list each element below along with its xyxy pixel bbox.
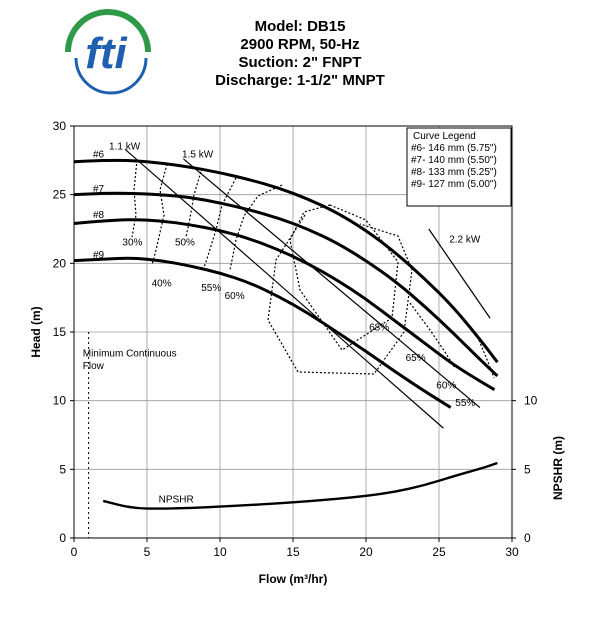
eff-contour-68	[289, 204, 399, 351]
logo-arc-blue	[74, 57, 148, 95]
efficiency-label-4: 60%	[225, 291, 245, 302]
x-axis-label: Flow (m³/hr)	[259, 572, 328, 586]
legend-box	[406, 127, 512, 207]
eff-contour-30	[131, 159, 138, 238]
x-tick-label-10: 10	[213, 545, 227, 559]
annotation-0: Minimum Continuous	[83, 349, 177, 360]
curve-impeller-7	[73, 191, 499, 378]
suction-title: Suction: 2" FNPT	[238, 54, 362, 71]
x-tick-label-0: 0	[71, 545, 78, 559]
annotation-3: 1.1 kW	[109, 141, 141, 152]
efficiency-label-6: 65%	[406, 353, 426, 364]
logo-text: fti	[85, 29, 127, 78]
y-tick-label-5: 5	[59, 462, 66, 476]
efficiency-label-7: 60%	[436, 380, 456, 391]
legend-entry-8: #8- 133 mm (5.25")	[411, 167, 497, 178]
curve-impeller-6	[73, 158, 499, 364]
y-tick-label-10: 10	[53, 394, 67, 408]
y2-ticks: 0 5 10	[512, 394, 538, 545]
x-tick-label-15: 15	[286, 545, 300, 559]
y-axis-label: Head (m)	[29, 306, 43, 357]
head-curves	[73, 158, 499, 510]
series-label-npshr: NPSHR	[159, 494, 194, 505]
legend-entry-6: #6- 146 mm (5.75")	[411, 143, 497, 154]
power-line-15kW	[183, 158, 481, 408]
curve-impeller-8	[73, 218, 496, 391]
eff-contour-60-left	[229, 184, 283, 271]
efficiency-label-0: 30%	[122, 237, 142, 248]
series-label-impeller-6: #6	[93, 150, 105, 161]
x-tick-label-20: 20	[359, 545, 373, 559]
annotation-1: Flow	[83, 361, 105, 372]
legend-entry-7: #7- 140 mm (5.50")	[411, 155, 497, 166]
y2-tick-label-0: 0	[524, 531, 531, 545]
x-tick-label-30: 30	[505, 545, 519, 559]
y-tick-label-15: 15	[53, 325, 67, 339]
y-tick-label-25: 25	[53, 188, 67, 202]
efficiency-label-1: 40%	[152, 279, 172, 290]
discharge-title: Discharge: 1-1/2" MNPT	[215, 72, 385, 89]
annotation-4: 1.5 kW	[182, 150, 214, 161]
legend-entry-9: #9- 127 mm (5.00")	[411, 179, 497, 190]
legend-title: Curve Legend	[413, 131, 476, 142]
series-label-impeller-7: #7	[93, 184, 105, 195]
title-block: Model: DB15 2900 RPM, 50-Hz Suction: 2" …	[185, 18, 415, 90]
efficiency-label-2: 50%	[175, 237, 195, 248]
series-label-impeller-9: #9	[93, 250, 105, 261]
y2-tick-label-5: 5	[524, 462, 531, 476]
speed-title: 2900 RPM, 50-Hz	[240, 36, 360, 53]
logo-arc-green	[65, 9, 151, 53]
series-label-impeller-8: #8	[93, 210, 105, 221]
eff-contour-55	[202, 177, 237, 271]
y2-axis-label: NPSHR (m)	[551, 436, 565, 500]
eff-contour-65	[267, 214, 413, 375]
efficiency-label-3: 55%	[201, 283, 221, 294]
power-line-22kW	[428, 228, 491, 319]
y-tick-label-30: 30	[53, 119, 67, 133]
efficiency-label-5: 68%	[369, 323, 389, 334]
x-ticks: 0 5 10 15 20 25 30	[71, 538, 519, 559]
y-ticks: 0 5 10 15 20 25 30	[53, 119, 74, 545]
curve-npshr	[102, 461, 498, 510]
y-tick-label-20: 20	[53, 256, 67, 270]
x-tick-label-25: 25	[432, 545, 446, 559]
y2-tick-label-10: 10	[524, 394, 538, 408]
legend: Curve Legend #6- 146 mm (5.75") #7- 140 …	[406, 127, 512, 207]
y-tick-label-0: 0	[59, 531, 66, 545]
chart-labels: #6 #7 #8 #9 NPSHR 30% 40% 50% 55% 60% 68% 65% 60% 55%…	[83, 141, 481, 505]
annotation-2: 2.2 kW	[449, 235, 481, 246]
model-title: Model: DB15	[254, 18, 346, 35]
eff-contour-50	[185, 167, 203, 238]
curve-impeller-9	[73, 256, 452, 409]
eff-contour-60-right	[409, 302, 456, 369]
efficiency-label-8: 55%	[455, 398, 475, 409]
fti-logo: fti	[65, 9, 151, 95]
x-tick-label-5: 5	[144, 545, 151, 559]
